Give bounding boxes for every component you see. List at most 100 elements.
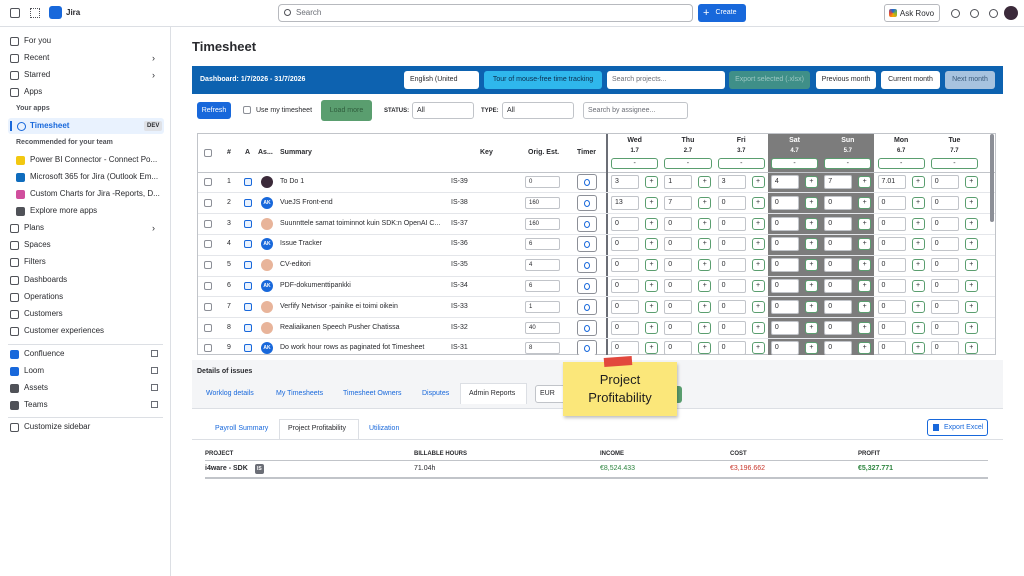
add-hours-button[interactable]: + bbox=[751, 238, 765, 251]
add-hours-button[interactable]: + bbox=[911, 280, 925, 292]
day-clear-button[interactable]: - bbox=[877, 158, 925, 169]
sidebar-item[interactable]: Teams bbox=[24, 400, 48, 409]
hours-input[interactable]: 0 bbox=[717, 237, 746, 252]
hours-input[interactable]: 0 bbox=[877, 299, 906, 314]
add-hours-button[interactable]: + bbox=[698, 238, 712, 251]
add-hours-button[interactable]: + bbox=[858, 280, 872, 292]
hours-input[interactable]: 0 bbox=[930, 279, 959, 293]
add-hours-button[interactable]: + bbox=[645, 196, 658, 209]
add-hours-button[interactable]: + bbox=[698, 300, 712, 313]
add-hours-button[interactable]: + bbox=[964, 238, 978, 251]
add-hours-button[interactable]: + bbox=[911, 238, 925, 251]
row-a-checkbox[interactable] bbox=[244, 178, 252, 186]
estimate-input[interactable]: 0 bbox=[525, 176, 560, 188]
tab[interactable]: Disputes bbox=[422, 390, 450, 397]
day-clear-button[interactable]: - bbox=[930, 158, 979, 169]
hours-input[interactable]: 0 bbox=[611, 258, 639, 273]
issue-key[interactable]: IS-37 bbox=[451, 219, 468, 227]
search-box[interactable] bbox=[278, 4, 693, 22]
header-checkbox[interactable] bbox=[204, 149, 212, 157]
sidebar-item[interactable]: Assets bbox=[24, 383, 49, 392]
add-hours-button[interactable]: + bbox=[698, 342, 712, 355]
summary[interactable]: Issue Tracker bbox=[280, 240, 323, 248]
hours-input[interactable]: 0 bbox=[824, 341, 853, 356]
row-checkbox[interactable] bbox=[204, 302, 212, 311]
checkbox[interactable] bbox=[243, 106, 251, 114]
row-checkbox[interactable] bbox=[204, 240, 212, 249]
add-hours-button[interactable]: + bbox=[804, 238, 818, 251]
row-a-checkbox[interactable] bbox=[244, 261, 252, 270]
hours-input[interactable]: 0 bbox=[611, 299, 639, 314]
day-clear-button[interactable]: - bbox=[717, 158, 765, 169]
hours-input[interactable]: 1 bbox=[664, 175, 693, 189]
type-select[interactable]: All bbox=[502, 102, 574, 119]
add-hours-button[interactable]: + bbox=[804, 196, 818, 209]
add-hours-button[interactable]: + bbox=[911, 196, 925, 209]
add-hours-button[interactable]: + bbox=[645, 217, 658, 230]
day-clear-button[interactable]: - bbox=[611, 158, 659, 169]
hours-input[interactable]: 0 bbox=[717, 195, 746, 210]
hours-input[interactable]: 0 bbox=[611, 237, 639, 252]
currency-select[interactable]: EUR bbox=[535, 385, 570, 403]
add-hours-button[interactable]: + bbox=[964, 300, 978, 313]
sidebar-item[interactable]: Starred bbox=[24, 70, 51, 79]
row-checkbox[interactable] bbox=[204, 198, 212, 207]
add-hours-button[interactable]: + bbox=[751, 259, 765, 272]
estimate-input[interactable]: 6 bbox=[525, 238, 560, 251]
hours-input[interactable]: 0 bbox=[664, 258, 693, 273]
hours-input[interactable]: 0 bbox=[770, 279, 799, 293]
hours-input[interactable]: 0 bbox=[770, 299, 799, 314]
add-hours-button[interactable]: + bbox=[645, 321, 658, 334]
export-button[interactable]: Export selected (.xlsx) bbox=[729, 71, 810, 89]
add-hours-button[interactable]: + bbox=[645, 300, 658, 313]
hours-input[interactable]: 0 bbox=[717, 216, 746, 231]
add-hours-button[interactable]: + bbox=[804, 321, 818, 334]
add-hours-button[interactable]: + bbox=[804, 280, 818, 292]
add-hours-button[interactable]: + bbox=[804, 259, 818, 272]
sidebar-item[interactable]: Customize sidebar bbox=[24, 422, 91, 431]
hours-input[interactable]: 0 bbox=[824, 320, 853, 335]
top-icon[interactable] bbox=[970, 9, 979, 18]
add-hours-button[interactable]: + bbox=[698, 259, 712, 272]
estimate-input[interactable]: 1 bbox=[525, 300, 560, 313]
hours-input[interactable]: 0 bbox=[717, 341, 746, 356]
issue-key[interactable]: IS-36 bbox=[451, 240, 468, 248]
add-hours-button[interactable]: + bbox=[751, 342, 765, 355]
hours-input[interactable]: 0 bbox=[717, 299, 746, 314]
estimate-input[interactable]: 8 bbox=[525, 342, 560, 355]
hours-input[interactable]: 0 bbox=[930, 258, 959, 273]
add-hours-button[interactable]: + bbox=[698, 280, 712, 292]
issue-key[interactable]: IS-39 bbox=[451, 178, 468, 185]
refresh-button[interactable]: Refresh bbox=[197, 102, 231, 119]
issue-key[interactable]: IS-35 bbox=[451, 261, 468, 269]
hours-input[interactable]: 0 bbox=[877, 258, 906, 273]
hours-input[interactable]: 0 bbox=[877, 279, 906, 293]
hours-input[interactable]: 4 bbox=[770, 175, 799, 189]
tab[interactable]: Admin Reports bbox=[469, 390, 516, 397]
sidebar-item[interactable]: Customers bbox=[24, 309, 63, 318]
add-hours-button[interactable]: + bbox=[964, 196, 978, 209]
next-month[interactable]: Next month bbox=[945, 71, 995, 89]
tab[interactable]: Worklog details bbox=[206, 390, 254, 397]
hours-input[interactable]: 0 bbox=[770, 216, 799, 231]
add-hours-button[interactable]: + bbox=[698, 176, 712, 188]
day-clear-button[interactable]: - bbox=[770, 158, 819, 169]
hours-input[interactable]: 0 bbox=[877, 237, 906, 252]
hours-input[interactable]: 0 bbox=[877, 195, 906, 210]
add-hours-button[interactable]: + bbox=[645, 176, 658, 188]
hours-input[interactable]: 0 bbox=[717, 320, 746, 335]
add-hours-button[interactable]: + bbox=[804, 300, 818, 313]
export-excel-button[interactable]: Export Excel bbox=[927, 419, 988, 436]
hours-input[interactable]: 0 bbox=[824, 258, 853, 273]
summary[interactable]: Do work hour rows as paginated fot Times… bbox=[280, 344, 425, 352]
sidebar-item[interactable]: Microsoft 365 for Jira (Outlook Em... bbox=[30, 172, 159, 181]
hours-input[interactable]: 0 bbox=[664, 216, 693, 231]
issue-key[interactable]: IS-38 bbox=[451, 198, 468, 206]
hours-input[interactable]: 0 bbox=[611, 320, 639, 335]
row-checkbox[interactable] bbox=[204, 323, 212, 332]
language-select[interactable]: English (United bbox=[404, 71, 479, 89]
summary[interactable]: VueJS Front-end bbox=[280, 198, 333, 206]
hours-input[interactable]: 0 bbox=[930, 299, 959, 314]
row-checkbox[interactable] bbox=[204, 219, 212, 228]
assignee-search[interactable]: Search by assignee... bbox=[583, 102, 688, 119]
